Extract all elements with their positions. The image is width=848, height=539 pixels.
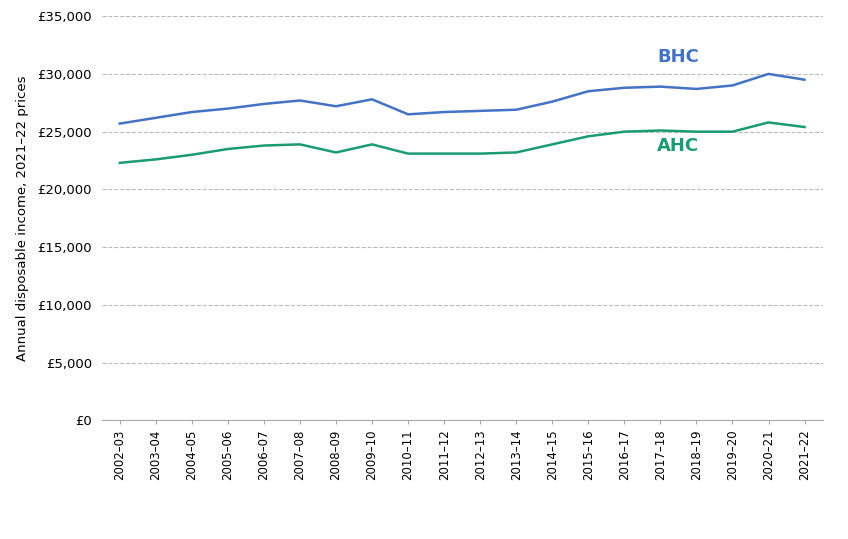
Y-axis label: Annual disposable income, 2021–22 prices: Annual disposable income, 2021–22 prices	[16, 75, 29, 361]
Text: BHC: BHC	[657, 47, 700, 66]
Text: AHC: AHC	[657, 136, 700, 155]
